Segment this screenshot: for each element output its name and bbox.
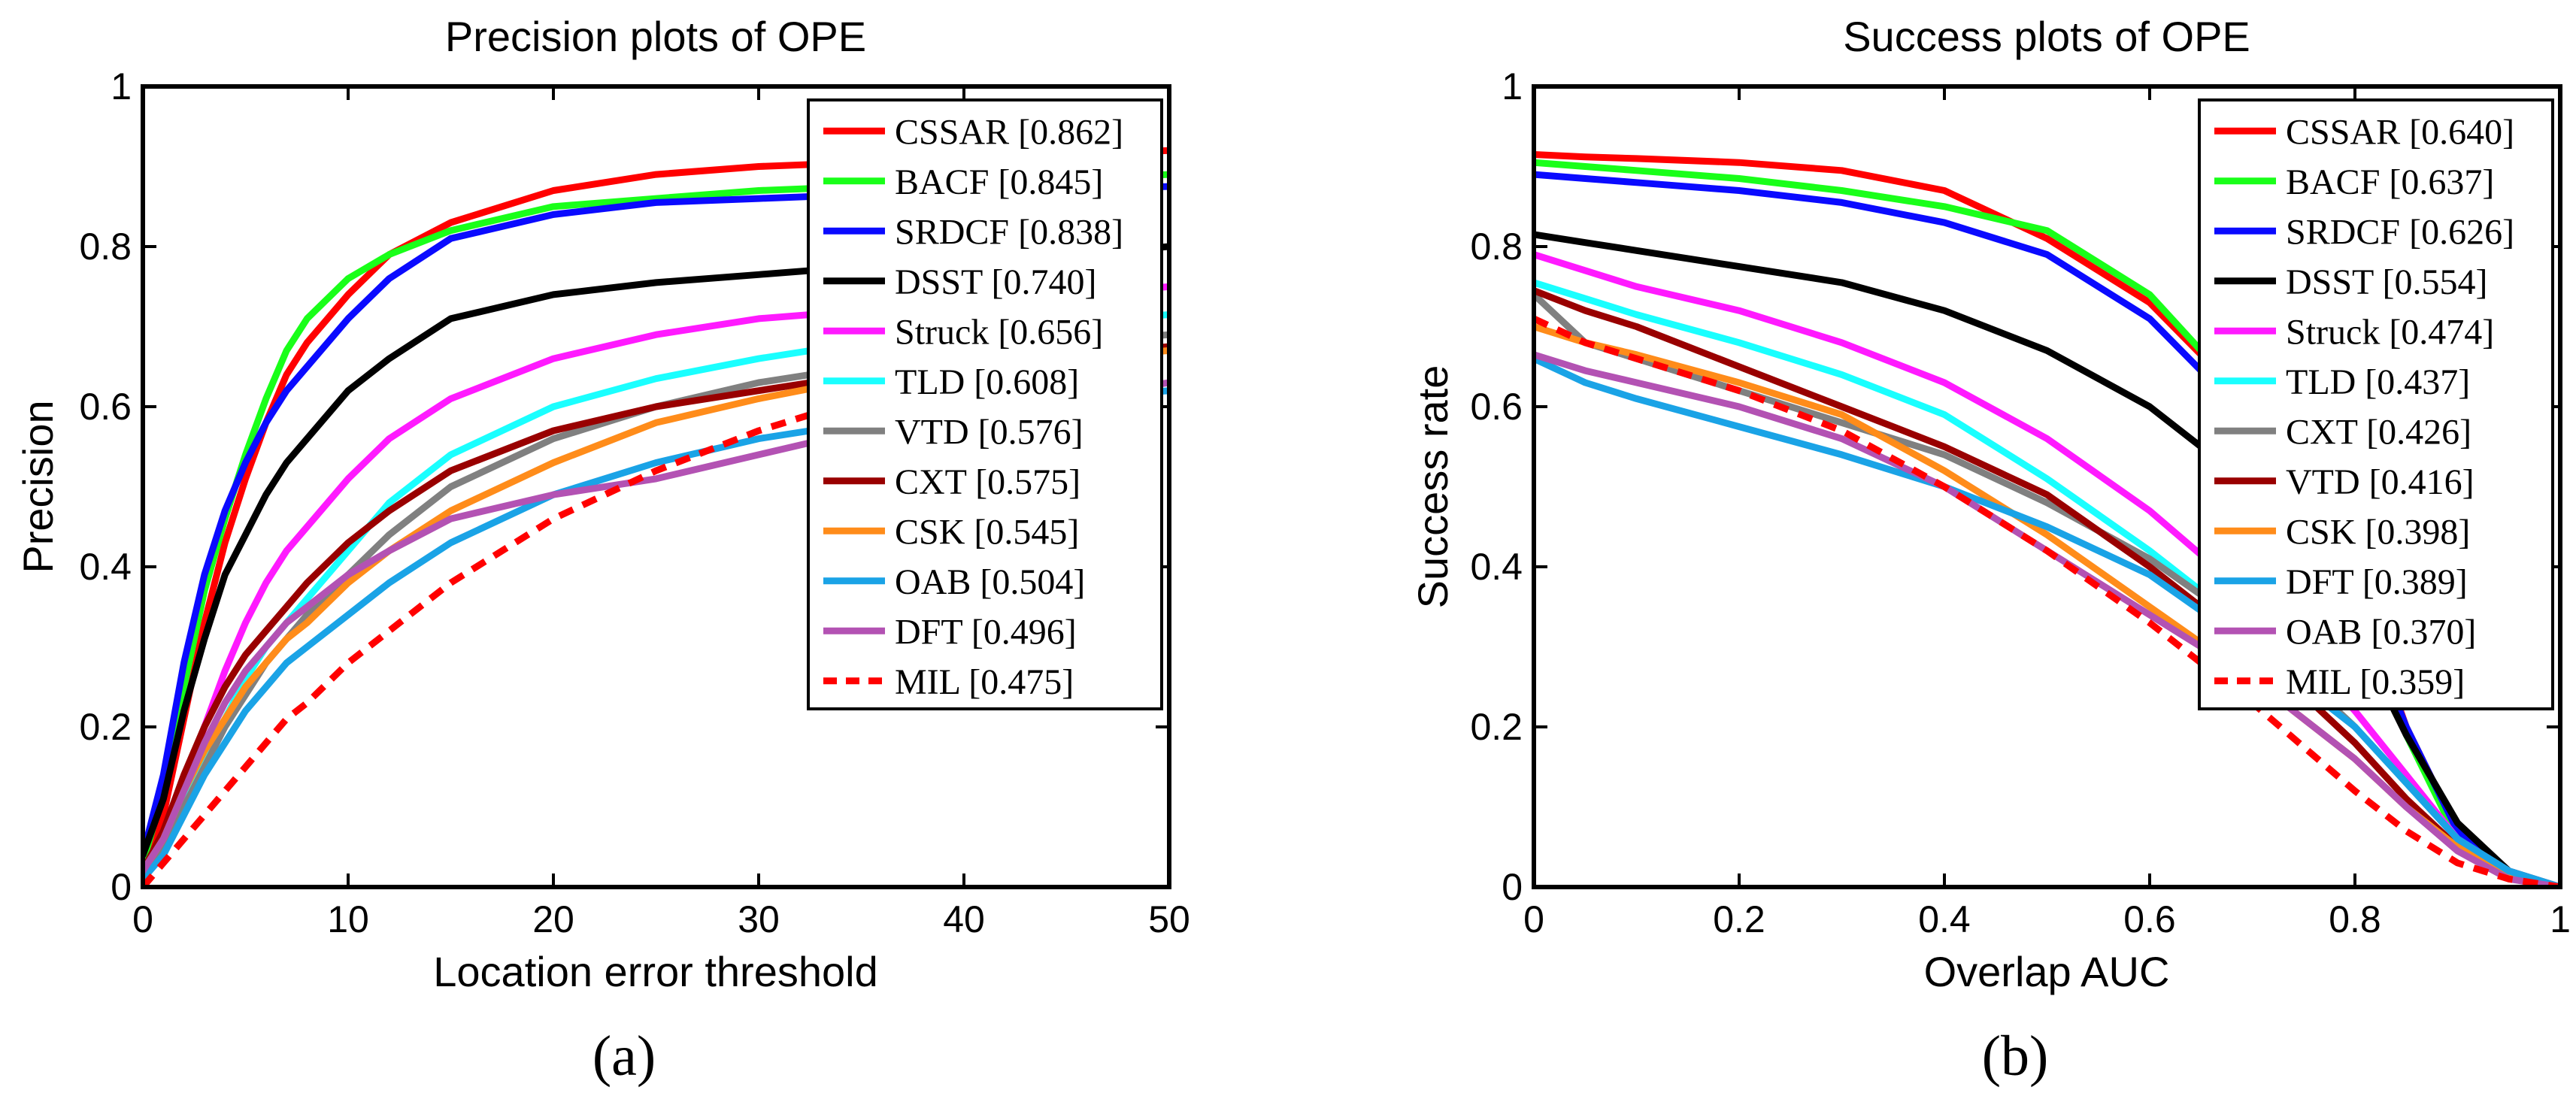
x-tick-label: 0.4 [1918, 898, 1971, 940]
legend-label-vtd: VTD [0.576] [895, 412, 1083, 452]
y-axis-label: Precision [14, 400, 62, 573]
y-tick-label: 0.2 [1470, 706, 1523, 748]
y-tick-label: 0.2 [79, 706, 132, 748]
x-axis-label: Overlap AUC [1924, 948, 2170, 995]
legend-label-oab: OAB [0.370] [2286, 612, 2476, 652]
x-tick-label: 20 [532, 898, 574, 940]
chart-precision: 0 10 20 30 40 50 0 0.2 0.4 0.6 0.8 1 Precision plots… [14, 13, 1190, 1088]
legend-label-dft: DFT [0.389] [2286, 562, 2468, 602]
x-tick-label: 0.8 [2329, 898, 2381, 940]
y-tick-label: 0.4 [1470, 546, 1523, 588]
legend-label-dft: DFT [0.496] [895, 612, 1077, 652]
series-line-dft [1534, 355, 2560, 887]
legend-label-struck: Struck [0.656] [895, 312, 1103, 352]
x-tick-label: 0.6 [2123, 898, 2176, 940]
legend-label-cxt: CXT [0.426] [2286, 412, 2471, 452]
y-tick-label: 0.8 [79, 226, 132, 268]
legend: CSSAR [0.640] BACF [0.637] SRDCF [0.626] DS… [2198, 98, 2554, 710]
legend-label-mil: MIL [0.475] [895, 662, 1074, 702]
x-tick-label: 10 [327, 898, 369, 940]
legend-label-dsst: DSST [0.554] [2286, 262, 2487, 302]
legend-label-struck: Struck [0.474] [2286, 312, 2494, 352]
x-tick-label: 0 [132, 898, 153, 940]
chart-title: Success plots of OPE [1843, 13, 2250, 60]
x-tick-label: 1 [2550, 898, 2571, 940]
x-tick-label: 30 [738, 898, 780, 940]
legend-box [2198, 98, 2554, 710]
legend-label-csk: CSK [0.398] [2286, 512, 2470, 552]
y-tick-label: 0.6 [1470, 386, 1523, 428]
legend-label-dsst: DSST [0.740] [895, 262, 1096, 302]
figure-caption: (b) [1982, 1025, 2049, 1088]
legend-label-cssar: CSSAR [0.640] [2286, 112, 2514, 152]
x-tick-label: 50 [1148, 898, 1190, 940]
x-axis-label: Location error threshold [433, 948, 877, 995]
series-line-dsst [1534, 231, 2560, 887]
y-tick-label: 0.6 [79, 386, 132, 428]
legend-label-mil: MIL [0.359] [2286, 662, 2465, 702]
legend-label-srdcf: SRDCF [0.838] [895, 212, 1123, 252]
legend-label-tld: TLD [0.437] [2286, 362, 2470, 402]
legend-label-cxt: CXT [0.575] [895, 462, 1080, 502]
legend-box [807, 98, 1163, 710]
legend-label-csk: CSK [0.545] [895, 512, 1079, 552]
y-tick-label: 1 [111, 65, 132, 107]
x-tick-label: 0.2 [1713, 898, 1765, 940]
legend-label-bacf: BACF [0.637] [2286, 162, 2494, 202]
y-tick-label: 0 [1502, 866, 1523, 908]
series-line-bacf [1534, 159, 2560, 887]
legend: CSSAR [0.862] BACF [0.845] SRDCF [0.838] DS… [807, 98, 1163, 710]
figure-caption: (a) [592, 1025, 656, 1088]
y-tick-label: 0 [111, 866, 132, 908]
legend-label-vtd: VTD [0.416] [2286, 462, 2474, 502]
axis-ticks: 0 10 20 30 40 50 0 0.2 0.4 0.6 0.8 1 [79, 65, 1190, 940]
legend-label-cssar: CSSAR [0.862] [895, 112, 1123, 152]
legend-label-tld: TLD [0.608] [895, 362, 1079, 402]
series-group [1534, 151, 2560, 887]
y-tick-label: 0.4 [79, 546, 132, 588]
y-tick-label: 0.8 [1470, 226, 1523, 268]
axes-box [141, 84, 1171, 889]
chart-success: 0 0.2 0.4 0.6 0.8 1 0 0.2 0.4 0.6 0.8 1 Success plot… [1409, 13, 2571, 1088]
axis-ticks: 0 0.2 0.4 0.6 0.8 1 0 0.2 0.4 0.6 0.8 1 [1470, 65, 2570, 940]
x-tick-label: 40 [943, 898, 985, 940]
legend-label-bacf: BACF [0.845] [895, 162, 1103, 202]
axes-box [1532, 84, 2562, 889]
series-line-mil [1534, 315, 2560, 887]
legend-label-oab: OAB [0.504] [895, 562, 1085, 602]
legend-label-srdcf: SRDCF [0.626] [2286, 212, 2514, 252]
y-axis-label: Success rate [1409, 365, 1456, 609]
y-tick-label: 1 [1502, 65, 1523, 107]
chart-title: Precision plots of OPE [445, 13, 866, 60]
x-tick-label: 0 [1523, 898, 1544, 940]
